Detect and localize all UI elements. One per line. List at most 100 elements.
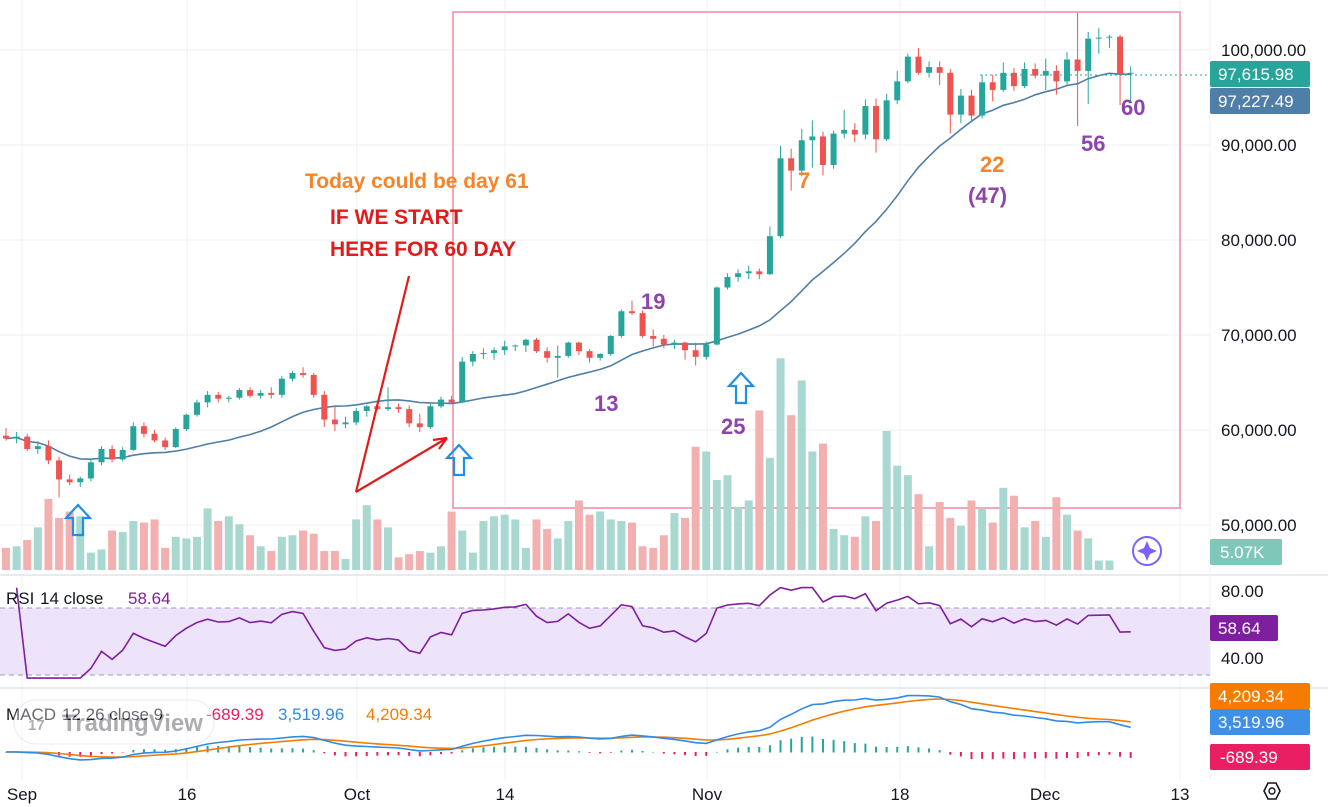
ai-assistant-button[interactable] [1132, 536, 1162, 566]
volume-tag [1210, 539, 1282, 565]
candle [756, 268, 763, 279]
volume-bar [776, 358, 785, 570]
candle [469, 351, 476, 367]
volume-bar [320, 551, 329, 570]
macd-signal-tag [1210, 683, 1310, 709]
volume-bar [2, 547, 10, 570]
volume-bar [373, 519, 382, 570]
candle [724, 273, 731, 290]
candle [151, 430, 158, 443]
candle [565, 341, 572, 358]
candle [109, 445, 116, 463]
candle [607, 335, 614, 356]
candle [968, 89, 975, 123]
candle [342, 416, 349, 429]
candle [671, 339, 678, 350]
volume-bar [256, 546, 265, 570]
volume-bar [182, 538, 191, 570]
macd-line [5, 694, 1131, 761]
blue-up-arrow-icon [444, 443, 474, 477]
candle [1095, 28, 1102, 54]
volume-bar [362, 505, 371, 570]
volume-bar [65, 511, 74, 570]
candle [363, 405, 370, 417]
candle [554, 345, 561, 378]
candle [735, 269, 742, 282]
volume-bar [309, 533, 318, 570]
candle [278, 375, 285, 398]
moving-average-line [5, 72, 1131, 461]
volume-bar [553, 538, 562, 570]
volume-bar [787, 415, 796, 570]
candle [501, 340, 508, 355]
settings-gear-icon[interactable] [1263, 782, 1281, 800]
candle [13, 431, 20, 444]
volume-bar [627, 522, 636, 570]
blue-up-arrows [63, 371, 756, 537]
volume-bar [330, 551, 339, 570]
count-13: 13 [594, 391, 618, 416]
count-19: 19 [641, 289, 665, 314]
candle [162, 437, 169, 450]
volume-bar [299, 530, 308, 570]
volume-bar [574, 500, 583, 570]
volume-bar [55, 517, 64, 570]
volume-bar [829, 528, 838, 570]
candle [56, 456, 63, 498]
candle [183, 413, 190, 431]
candle [268, 387, 275, 399]
candle [257, 390, 264, 399]
price-tick: 60,000.00 [1221, 421, 1297, 440]
volume-bar [511, 519, 520, 570]
candle [384, 387, 391, 411]
volume-bar [1105, 560, 1114, 570]
volume-bar [872, 521, 881, 570]
volume-bar [44, 498, 53, 570]
volume-bar [479, 521, 488, 570]
volume-bar [97, 549, 106, 570]
volume-bar [925, 546, 934, 570]
rsi-tag-text: 58.64 [1218, 619, 1261, 638]
volume-bar [903, 475, 912, 570]
candle [1106, 34, 1113, 49]
candle [512, 344, 519, 352]
candle [204, 391, 211, 408]
candle [215, 392, 222, 403]
candle [225, 395, 232, 403]
volume-bar [1052, 497, 1061, 570]
volume-bar [86, 552, 95, 570]
volume-bar [468, 552, 477, 570]
volume-bar [500, 514, 509, 570]
volume-bar [405, 554, 414, 570]
candle [766, 226, 773, 276]
blue-up-arrow-icon [63, 503, 93, 537]
volume-tag-text: 5.07K [1220, 543, 1265, 562]
macd-hist-tag [1210, 744, 1310, 770]
volume-bar [23, 539, 32, 570]
volume-bar [76, 516, 85, 570]
candle [650, 329, 657, 347]
volume-bar [978, 508, 987, 570]
volume-bar [394, 557, 403, 570]
rsi-tick-80: 80.00 [1221, 582, 1264, 601]
time-tick: Dec [1030, 785, 1061, 804]
count-60: 60 [1121, 95, 1145, 120]
candle [841, 109, 848, 139]
candle [904, 53, 911, 84]
candlestick-series [3, 12, 1134, 498]
time-tick: 16 [178, 785, 197, 804]
candle [77, 476, 84, 487]
candle [1000, 62, 1007, 92]
volume-bar [649, 547, 658, 570]
candle [894, 70, 901, 105]
volume-bar [171, 536, 180, 570]
volume-bar [999, 487, 1008, 570]
ma-value-tag-text: 97,227.49 [1218, 92, 1294, 111]
candle [438, 396, 445, 409]
volume-bar [765, 457, 774, 570]
count-56: 56 [1081, 131, 1105, 156]
highlight-range-box [452, 11, 1181, 509]
time-axis[interactable]: Sep 16 Oct 14 Nov 18 Dec 13 [7, 785, 1190, 804]
price-axis[interactable]: 100,000.00 90,000.00 80,000.00 70,000.00 60,… [1221, 41, 1306, 535]
